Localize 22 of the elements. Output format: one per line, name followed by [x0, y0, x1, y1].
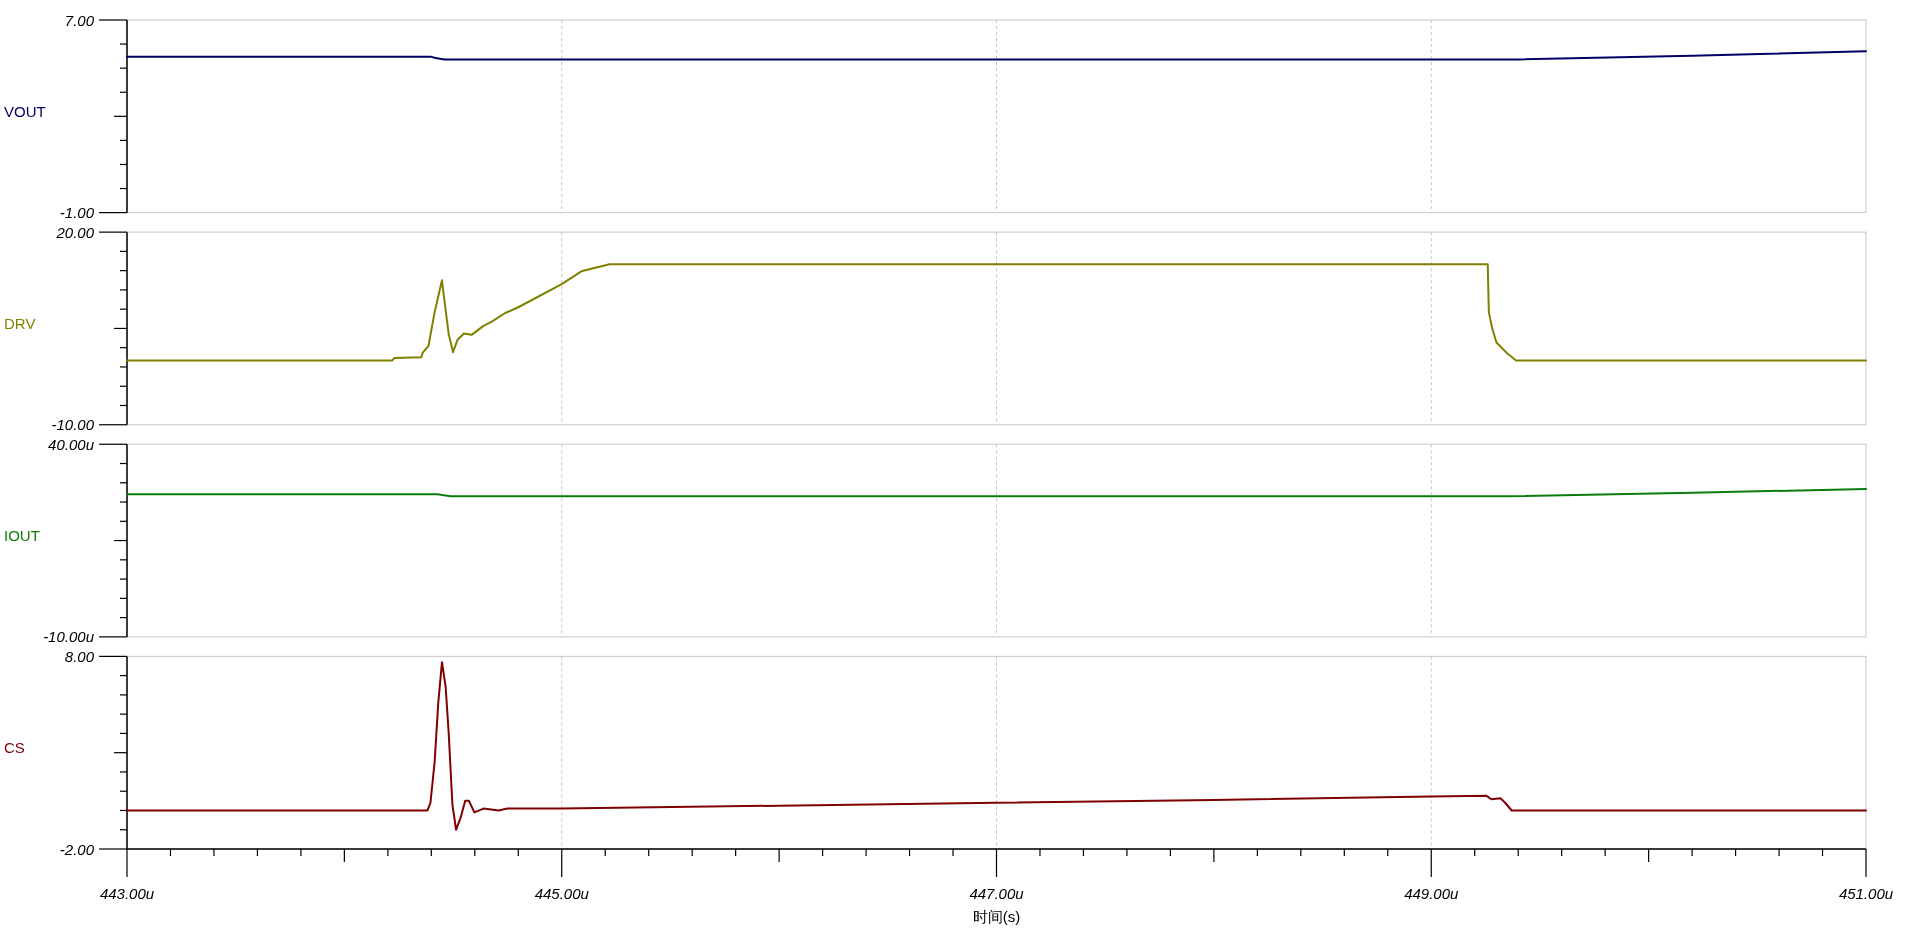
x-axis-title: 时间(s)	[972, 907, 1021, 925]
x-tick-label: 443.00u	[99, 884, 155, 902]
line-series	[126, 487, 1867, 498]
line-series	[126, 661, 1867, 831]
text: VOUT	[4, 102, 46, 120]
text: CS	[4, 739, 25, 757]
y-tick-label: -1.00	[59, 204, 95, 222]
text: IOUT	[4, 527, 40, 545]
x-tick-label: 449.00u	[1404, 884, 1460, 902]
y-tick-label: -10.00u	[43, 628, 95, 646]
y-tick-label: 7.00	[64, 11, 95, 29]
x-tick-label: 445.00u	[534, 884, 590, 902]
y-tick-label: 8.00	[64, 647, 95, 665]
line-series	[126, 263, 1867, 362]
x-tick-label: 447.00u	[969, 884, 1025, 902]
line-series	[126, 50, 1867, 61]
text: DRV	[4, 314, 36, 332]
y-tick-label: -10.00	[51, 416, 95, 434]
y-tick-label: 40.00u	[48, 435, 95, 453]
x-tick-label: 451.00u	[1838, 884, 1894, 902]
y-tick-label: 20.00	[55, 223, 95, 241]
y-tick-label: -2.00	[59, 840, 95, 858]
